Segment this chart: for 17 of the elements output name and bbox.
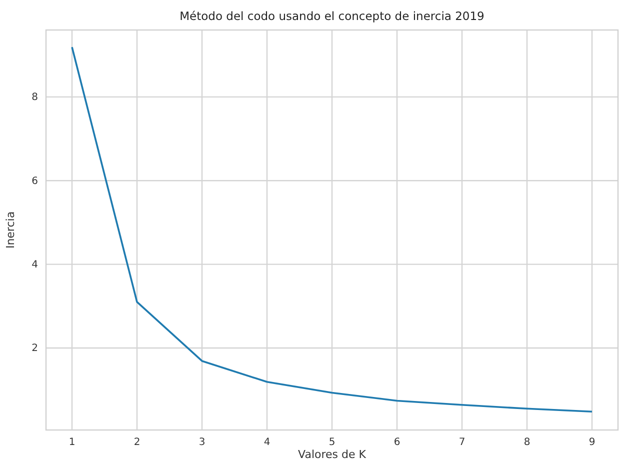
- x-axis-title: Valores de K: [298, 448, 367, 461]
- y-tick-label: 2: [32, 343, 38, 354]
- y-tick-label: 4: [32, 260, 38, 271]
- x-tick-label: 2: [134, 437, 140, 448]
- x-tick-label: 6: [394, 437, 400, 448]
- y-axis-title: Inercia: [4, 211, 17, 249]
- y-tick-label: 6: [32, 176, 38, 187]
- x-tick-label: 1: [68, 437, 76, 448]
- x-tick-label: 7: [458, 437, 466, 448]
- x-tick-label: 4: [264, 437, 270, 448]
- x-tick-label: 5: [328, 437, 336, 448]
- x-tick-label: 9: [588, 437, 596, 448]
- x-tick-label: 8: [524, 437, 530, 448]
- line-series: [71, 46, 593, 412]
- y-tick-label: 8: [32, 92, 38, 104]
- x-tick-label: 3: [198, 437, 206, 448]
- chart-title: Método del codo usando el concepto de inercia 2019: [180, 9, 484, 23]
